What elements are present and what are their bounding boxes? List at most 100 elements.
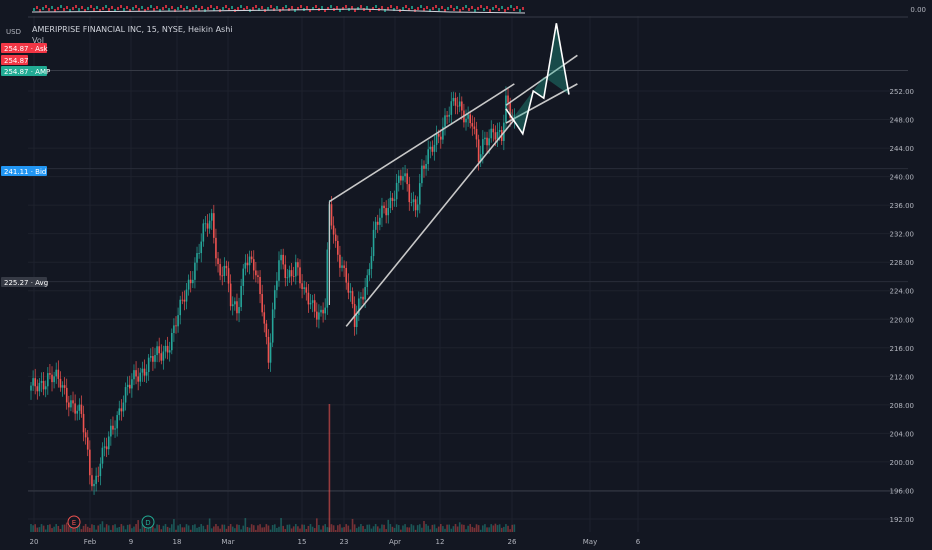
volume-bar <box>219 528 221 532</box>
projection-fill <box>505 23 569 134</box>
indicator-bar <box>123 8 125 11</box>
indicator-bar <box>480 5 482 8</box>
volume-bar <box>383 524 385 532</box>
candle-body <box>156 346 158 356</box>
candle-body <box>408 184 411 203</box>
indicator-bar <box>360 5 362 8</box>
candle-body <box>53 376 55 383</box>
candle-body <box>154 355 156 362</box>
indicator-bar <box>183 8 185 11</box>
candle-body <box>358 298 360 315</box>
candle-body <box>360 296 362 299</box>
candle-body <box>225 265 228 269</box>
candle-body <box>110 425 112 437</box>
volume-bar <box>437 526 440 532</box>
candle-body <box>494 132 497 140</box>
indicator-bar <box>192 7 194 10</box>
volume-bar <box>122 525 125 532</box>
volume-bar <box>475 524 478 532</box>
volume-bar <box>423 520 425 532</box>
candle-body <box>95 475 97 484</box>
indicator-bar <box>513 8 515 11</box>
indicator-bar <box>438 8 440 11</box>
indicator-bar <box>411 6 413 9</box>
indicator-bar <box>276 6 278 9</box>
volume-bar <box>70 524 72 532</box>
volume-bar <box>208 518 211 532</box>
volume-bar <box>435 528 438 532</box>
y-tick-label: 224.00 <box>890 288 915 296</box>
indicator-bar <box>267 7 269 10</box>
volume-bar <box>471 526 474 532</box>
candle-body <box>429 146 432 150</box>
y-tick-label: 204.00 <box>890 430 915 438</box>
candle-body <box>509 102 511 118</box>
volume-bar <box>47 524 49 532</box>
volume-bar <box>131 528 133 532</box>
indicator-bar <box>255 5 257 8</box>
indicator-bar <box>243 8 245 11</box>
volume-bar <box>364 528 366 532</box>
volume-bar <box>213 526 215 532</box>
volume-bar <box>257 525 259 532</box>
candle-body <box>131 379 133 389</box>
candle-body <box>286 277 289 279</box>
candle-body <box>49 373 51 375</box>
volume-bar <box>95 529 97 532</box>
indicator-bar <box>336 6 338 9</box>
volume-bar <box>454 524 457 532</box>
volume-bar <box>278 526 280 532</box>
indicator-bar <box>312 7 314 10</box>
indicator-bar <box>342 7 344 10</box>
channel-upper-line <box>328 83 515 203</box>
volume-bar <box>114 524 116 532</box>
volume-bar <box>231 526 234 532</box>
volume-bar <box>505 524 507 532</box>
candle-body <box>284 264 287 278</box>
indicator-bar <box>321 6 323 9</box>
volume-bar <box>330 524 333 532</box>
volume-bar <box>488 527 490 532</box>
indicator-bar <box>90 5 92 8</box>
candle-body <box>418 183 421 205</box>
indicator-bar <box>435 5 437 8</box>
candle-body <box>213 213 215 238</box>
volume-bar <box>446 524 448 532</box>
volume-bar <box>152 526 154 532</box>
candle-body <box>290 270 293 277</box>
candle-body <box>301 283 303 289</box>
volume-bar <box>250 524 253 532</box>
event-marker <box>67 515 81 529</box>
indicator-bar <box>282 7 284 10</box>
indicator-bar <box>372 7 374 10</box>
indicator-bar <box>180 5 182 8</box>
candle-body <box>208 220 211 229</box>
candle-body <box>246 262 249 266</box>
volume-bar <box>391 526 394 532</box>
price-tag-text: 254.87 · Ask <box>4 45 49 53</box>
candle-body <box>498 130 501 132</box>
indicator-bar <box>492 7 494 10</box>
candle-body <box>267 336 270 363</box>
volume-bar <box>370 528 373 532</box>
indicator-bar <box>474 9 476 12</box>
indicator-bar <box>258 8 260 11</box>
candle-body <box>362 296 364 300</box>
volume-bar <box>452 526 455 532</box>
indicator-bar <box>135 5 137 8</box>
indicator-bar <box>69 9 71 12</box>
candle-body <box>223 265 226 277</box>
volume-bar <box>301 524 303 532</box>
volume-bar <box>416 525 419 532</box>
candle-body <box>219 264 221 276</box>
indicator-bar <box>246 6 248 9</box>
candle-body <box>65 387 68 403</box>
candle-body <box>337 240 339 255</box>
x-tick-label: 6 <box>636 538 641 546</box>
candle-body <box>221 275 224 277</box>
candle-body <box>465 118 467 123</box>
volume-bar <box>509 529 511 532</box>
volume-bar <box>124 529 127 532</box>
candle-body <box>210 213 213 221</box>
